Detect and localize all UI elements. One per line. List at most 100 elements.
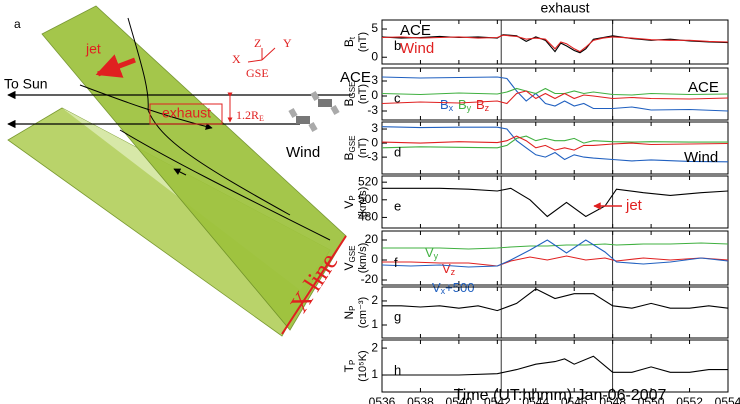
field-line <box>127 17 291 216</box>
legend-label: Wind <box>400 40 434 57</box>
annotation: ACE <box>688 79 719 96</box>
separation-label: 1.2RE <box>236 108 264 123</box>
x-tick-label: 0554 <box>715 395 740 404</box>
panel-frame <box>381 230 729 286</box>
jet-arrow <box>95 54 136 78</box>
y-label-main: B <box>342 152 356 160</box>
legend-main: B <box>440 97 449 112</box>
panel-label: e <box>394 199 401 214</box>
legend-main: V <box>425 245 434 260</box>
legend-main: V <box>432 280 441 295</box>
y-label-sub: GSE <box>348 136 357 153</box>
series-line <box>382 355 728 376</box>
panel-label: f <box>394 255 398 270</box>
y-tick-label: 2 <box>371 340 378 354</box>
series-line <box>381 135 729 151</box>
y-label: TP <box>342 360 357 373</box>
y-label-unit: (10⁵K) <box>357 350 369 381</box>
y-tick-label: -20 <box>361 272 379 286</box>
x-tick-label: 0536 <box>369 395 396 404</box>
y-tick-label: 520 <box>358 174 378 188</box>
y-label-unit: (cm⁻³) <box>357 297 369 328</box>
wind-label: Wind <box>286 144 320 161</box>
y-label: VGSE <box>342 246 357 271</box>
y-label-unit: (nT) <box>357 32 369 52</box>
y-tick-label: 1 <box>371 367 378 381</box>
legend-sub: x <box>449 103 454 113</box>
y-label: NP <box>342 305 357 319</box>
chart-title: exhaust <box>540 0 589 16</box>
y-tick-label: 20 <box>365 232 379 246</box>
panel-frame <box>381 339 729 393</box>
panel-label: g <box>394 309 401 324</box>
y-tick-label: 500 <box>358 192 378 206</box>
panel: 30-3 BGSE (nT) d Wind <box>342 121 729 175</box>
axis-y-label: Y <box>283 36 292 50</box>
ace-satellite <box>310 91 340 115</box>
exhaust-label: exhaust <box>162 105 211 121</box>
y-label-unit: (km/s) <box>357 243 369 274</box>
separation-value: 1.2R <box>236 108 259 122</box>
axis-x-label: X <box>232 52 241 66</box>
series-line <box>382 242 729 250</box>
x-tick-label: 0550 <box>638 395 665 404</box>
y-label-sub: t <box>348 36 357 39</box>
x-tick-label: 0538 <box>407 395 434 404</box>
series-line <box>381 87 729 96</box>
y-tick-label: 5 <box>371 21 378 35</box>
x-tick-label: 0542 <box>484 395 511 404</box>
panel-frame <box>381 121 729 175</box>
y-label-unit: (km/s) <box>357 187 369 218</box>
legend-label: Bx <box>440 97 454 113</box>
exhaust-box <box>149 103 223 125</box>
y-tick-label: -3 <box>367 149 378 163</box>
legend-label: Vx+500 <box>432 280 474 296</box>
y-label-main: T <box>342 364 356 372</box>
y-label-main: B <box>342 39 356 47</box>
legend-label: By <box>458 97 472 113</box>
field-line <box>119 129 331 241</box>
wind-satellite <box>288 108 318 132</box>
y-label-sub: P <box>348 195 357 200</box>
x-line <box>281 235 347 335</box>
y-label-main: V <box>342 262 356 270</box>
gse-label: GSE <box>246 66 269 80</box>
legend-sub: x <box>441 286 446 296</box>
ace-label: ACE <box>340 69 371 86</box>
panel-label: c <box>394 91 401 106</box>
panel-frame <box>381 175 729 229</box>
x-tick-label: 0546 <box>561 395 588 404</box>
legend-sub: y <box>434 251 439 261</box>
y-label-sub: GSE <box>348 82 357 99</box>
panel-label: a <box>14 17 21 31</box>
y-tick-label: 2 <box>371 293 378 307</box>
y-tick-label: 0 <box>371 135 378 149</box>
legend-label: Bz <box>476 97 490 113</box>
y-tick-label: 480 <box>358 210 378 224</box>
panel: 0536 0538 0540 0542 0544 0546 0548 0550 0552 0554… <box>342 339 740 404</box>
panel-label: b <box>394 38 401 53</box>
y-tick-label: 1 <box>371 317 378 331</box>
legend-label: ACE <box>400 22 431 39</box>
series-line <box>381 90 729 105</box>
series-line <box>382 288 729 312</box>
separation-sub: E <box>259 114 264 123</box>
panel-label: d <box>394 145 401 160</box>
y-label: VP <box>342 195 357 208</box>
series-line <box>381 126 729 163</box>
y-label-unit: (nT) <box>357 138 369 158</box>
x-tick-label: 0540 <box>446 395 473 404</box>
series-line <box>382 187 729 218</box>
legend-main: V <box>442 261 451 276</box>
legend-sub: z <box>451 267 456 277</box>
y-label: Bt <box>342 36 357 47</box>
y-label-unit: (nT) <box>357 84 369 104</box>
y-tick-label: 3 <box>371 121 378 135</box>
x-tick-label: 0548 <box>599 395 626 404</box>
